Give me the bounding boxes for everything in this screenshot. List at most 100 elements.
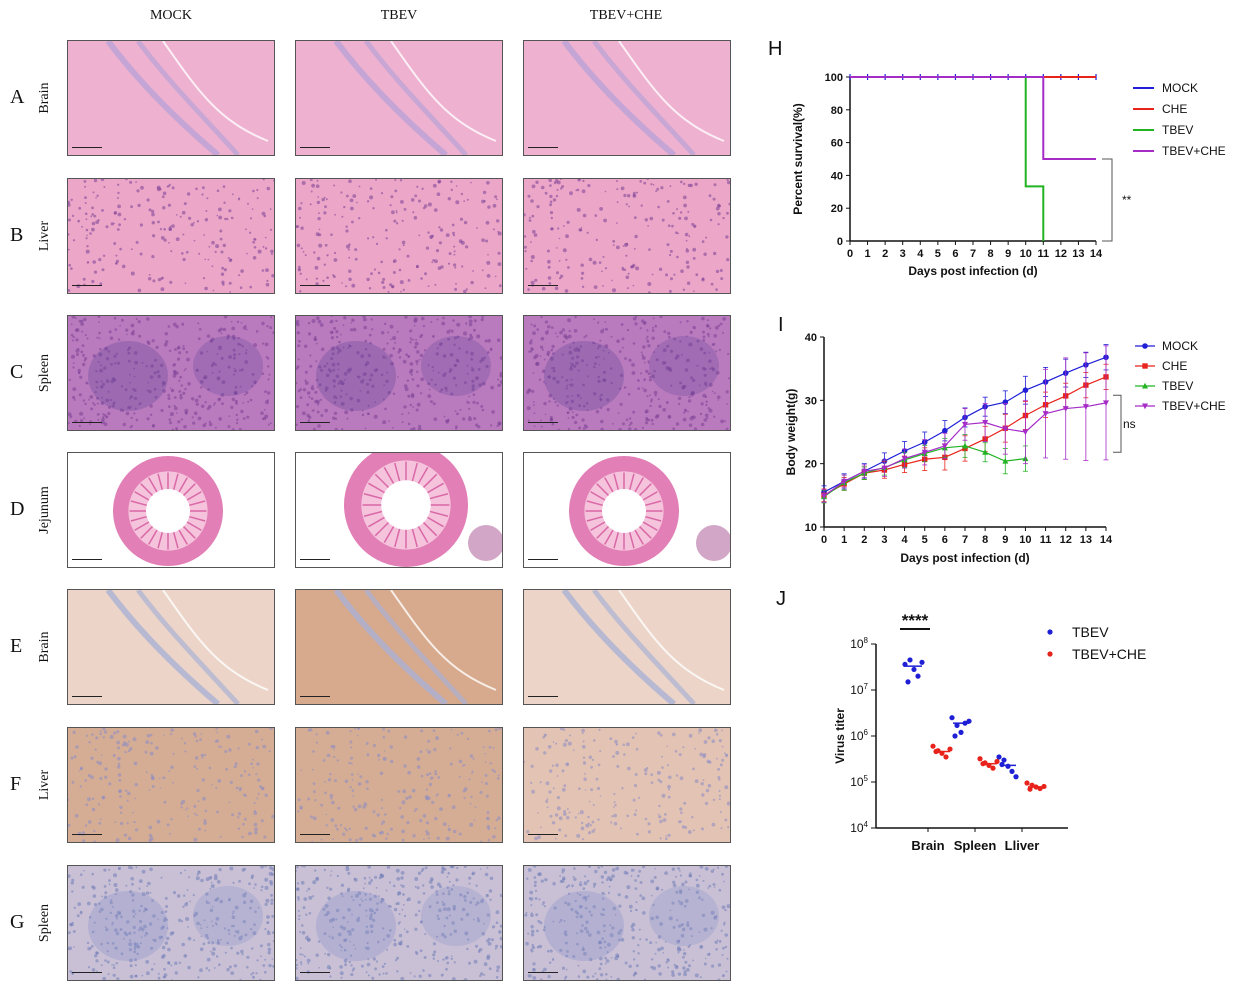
micrograph-liver-ihc xyxy=(295,727,503,843)
y-tick-label: 80 xyxy=(831,105,843,117)
column-header-tbev: TBEV xyxy=(380,8,418,23)
micrograph-image xyxy=(296,41,502,155)
micrograph-spleen-ihc xyxy=(295,865,503,981)
panel-label-i: I xyxy=(778,314,784,336)
y-tick-base: 10 xyxy=(850,775,864,789)
x-tick-label: 5 xyxy=(922,534,928,546)
row-tissue-label: Brain xyxy=(37,631,52,663)
survival-line-tbev+che xyxy=(850,76,1096,160)
data-point xyxy=(1103,400,1109,407)
x-tick-label: 11 xyxy=(1037,248,1049,260)
x-tick-label: 12 xyxy=(1055,248,1067,260)
scale-bar xyxy=(72,834,102,839)
titer-point xyxy=(943,754,949,760)
titer-point xyxy=(977,756,983,762)
titer-point xyxy=(1001,757,1007,763)
row-letter: B xyxy=(10,224,24,246)
data-point xyxy=(841,478,848,485)
column-header-tbev-che: TBEV+CHE xyxy=(589,8,663,23)
x-tick-label: 6 xyxy=(952,248,958,260)
row-letter: E xyxy=(10,635,23,657)
scale-bar xyxy=(528,834,558,839)
scale-bar xyxy=(528,147,558,152)
titer-point xyxy=(996,754,1002,760)
x-tick-label: 0 xyxy=(847,248,853,260)
data-point xyxy=(1142,382,1148,389)
x-tick-label: 5 xyxy=(935,248,941,260)
x-tick-label: 3 xyxy=(881,534,887,546)
micrograph-liver-ihc xyxy=(67,727,275,843)
micrograph-image xyxy=(524,453,730,567)
titer-point xyxy=(1009,768,1015,774)
x-tick-label: 12 xyxy=(1060,534,1072,546)
legend-marker xyxy=(1047,629,1053,635)
scale-bar xyxy=(300,559,330,564)
panel-label-j: J xyxy=(776,588,786,610)
y-tick-label: 40 xyxy=(805,332,817,344)
micrograph-image xyxy=(296,866,502,980)
scale-bar xyxy=(72,972,102,977)
data-point xyxy=(861,468,868,475)
legend-label: MOCK xyxy=(1162,81,1198,95)
micrograph-liver-he xyxy=(295,178,503,294)
scale-bar xyxy=(300,422,330,427)
x-tick-label: 3 xyxy=(900,248,906,260)
micrograph-image xyxy=(524,728,730,842)
data-point xyxy=(982,449,989,455)
data-point xyxy=(881,465,888,472)
y-tick-exponent: 4 xyxy=(864,820,869,829)
data-point xyxy=(962,421,968,428)
row-tissue-label: Jejunum xyxy=(37,486,52,534)
scale-bar xyxy=(300,834,330,839)
titer-point xyxy=(994,758,1000,765)
micrograph-brain-ihc xyxy=(523,589,731,705)
titer-point xyxy=(930,743,936,749)
micrograph-image xyxy=(296,179,502,293)
legend-label: TBEV+CHE xyxy=(1072,646,1146,662)
micrograph-liver-he xyxy=(67,178,275,294)
micrograph-image xyxy=(524,179,730,293)
x-tick-label: 13 xyxy=(1080,534,1092,546)
titer-point xyxy=(952,733,958,739)
y-tick-exponent: 6 xyxy=(864,728,869,737)
data-point xyxy=(1002,426,1009,433)
micrograph-spleen-ihc xyxy=(67,865,275,981)
x-tick-label: 13 xyxy=(1072,248,1084,260)
scale-bar xyxy=(300,285,330,290)
y-axis-title: Virus titer xyxy=(833,708,847,764)
y-tick-label: 30 xyxy=(805,395,817,407)
data-point xyxy=(962,442,968,449)
y-tick-label: 104 xyxy=(850,820,868,835)
y-tick-label: 40 xyxy=(831,170,843,182)
row-letter: F xyxy=(10,773,22,795)
x-tick-label: 7 xyxy=(962,534,968,546)
significance-label: **** xyxy=(902,611,929,630)
micrograph-image xyxy=(524,316,730,430)
row-letter: C xyxy=(10,361,24,383)
scale-bar xyxy=(528,696,558,701)
data-point xyxy=(1022,387,1029,393)
x-tick-label: 10 xyxy=(1019,534,1031,546)
titer-point xyxy=(990,765,996,771)
data-point xyxy=(1082,404,1089,410)
micrograph-image xyxy=(68,590,274,704)
micrograph-image xyxy=(524,866,730,980)
micrograph-spleen-ihc xyxy=(523,865,731,981)
titer-point xyxy=(907,657,913,663)
y-tick-label: 105 xyxy=(850,774,868,789)
x-tick-label: 4 xyxy=(902,534,909,546)
titer-point xyxy=(947,746,953,752)
micrograph-image xyxy=(68,866,274,980)
x-tick-label: Brain xyxy=(911,838,944,853)
column-header-mock: MOCK xyxy=(149,8,192,23)
scale-bar xyxy=(72,422,102,427)
titer-point xyxy=(911,666,917,673)
x-tick-label: 14 xyxy=(1100,534,1113,546)
micrograph-image xyxy=(68,316,274,430)
data-point xyxy=(1142,343,1148,349)
y-tick-label: 106 xyxy=(850,728,868,743)
micrograph-brain-he xyxy=(67,40,275,156)
x-tick-label: 10 xyxy=(1020,248,1032,260)
micrograph-jejunum-he xyxy=(67,452,275,568)
micrograph-image xyxy=(296,316,502,430)
